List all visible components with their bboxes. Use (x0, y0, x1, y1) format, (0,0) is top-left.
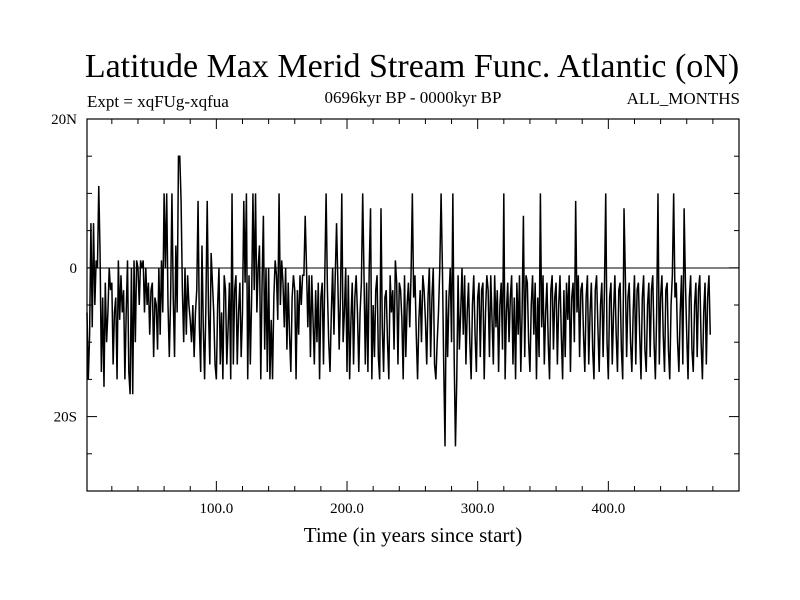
plot-area: 100.0 200.0 300.0 400.0 20N 0 20S (51, 112, 740, 517)
series-line (86, 155, 711, 447)
x-tick-label: 200.0 (330, 501, 364, 517)
series-layer (86, 155, 711, 447)
chart-subtitle-center: 0696kyr BP - 0000kyr BP (325, 88, 502, 107)
y-tick-label: 0 (70, 261, 78, 277)
y-tick-label: 20N (51, 112, 77, 128)
y-tick-label: 20S (54, 410, 77, 426)
x-tick-label: 100.0 (199, 501, 233, 517)
ticks-layer (87, 118, 739, 492)
chart-title: Latitude Max Merid Stream Func. Atlantic… (85, 48, 739, 85)
chart-subtitle-left: Expt = xqFUg-xqfua (87, 92, 229, 111)
x-axis-label: Time (in years since start) (304, 523, 523, 547)
x-tick-label: 400.0 (591, 501, 625, 517)
chart-subtitle-right: ALL_MONTHS (627, 89, 740, 108)
x-tick-label: 300.0 (461, 501, 495, 517)
tick-labels-layer: 100.0 200.0 300.0 400.0 20N 0 20S (51, 112, 625, 517)
